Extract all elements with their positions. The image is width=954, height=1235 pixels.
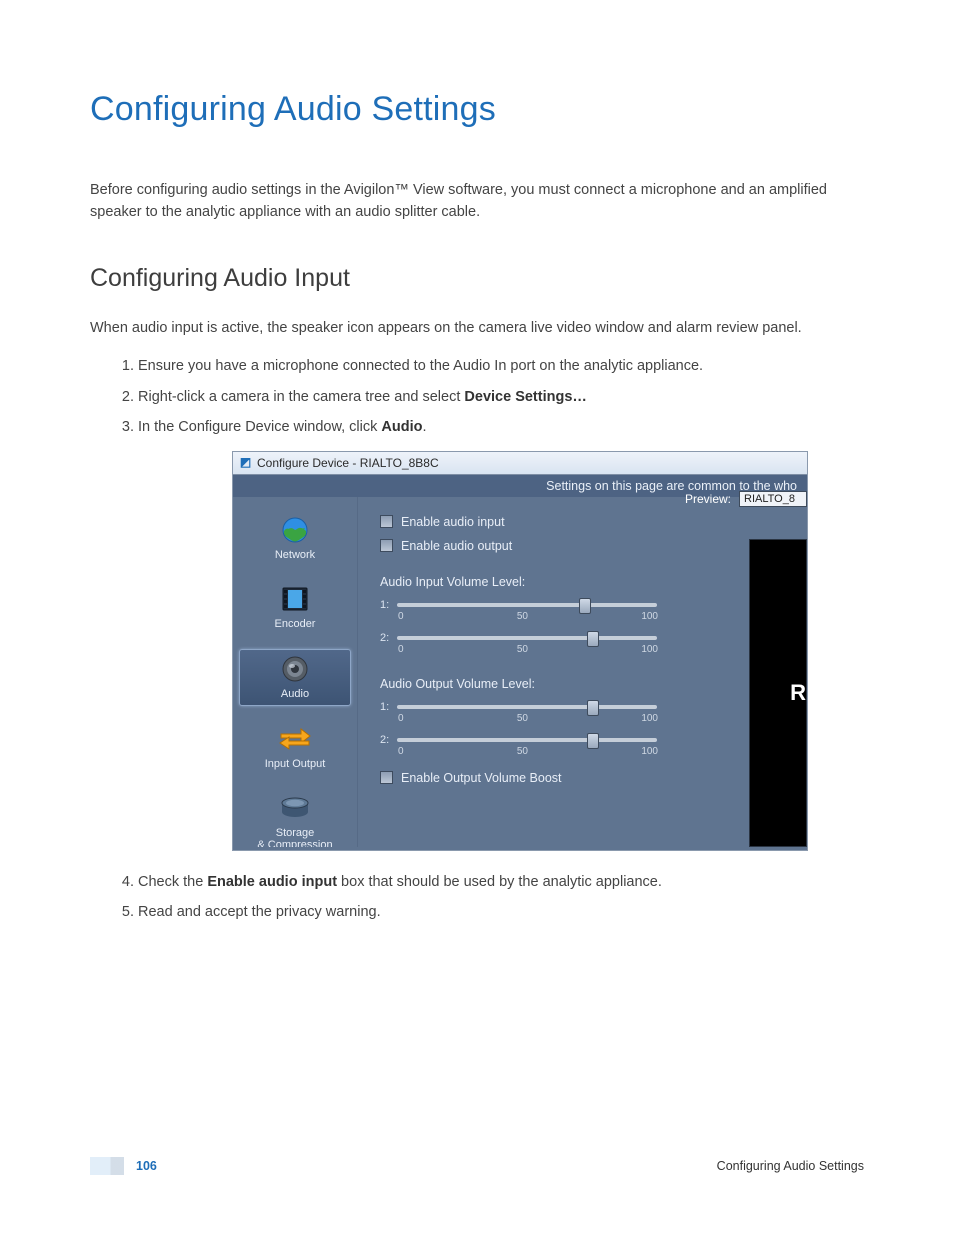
arrows-icon — [279, 723, 311, 755]
section-heading: Configuring Audio Input — [90, 264, 864, 293]
output-volume-slider-2[interactable] — [397, 738, 657, 742]
page-footer: 106 Configuring Audio Settings — [90, 1157, 864, 1175]
footer-ornament — [90, 1157, 124, 1175]
window-title: Configure Device - RIALTO_8B8C — [257, 456, 439, 470]
filmstrip-icon — [279, 583, 311, 615]
sidebar-item-encoder[interactable]: Encoder — [239, 580, 351, 635]
sidebar-item-input-output[interactable]: Input Output — [239, 720, 351, 775]
output-slider-2-label: 2: — [380, 734, 389, 746]
section-intro: When audio input is active, the speaker … — [90, 317, 864, 339]
slider-ticks: 050100 — [398, 611, 658, 622]
enable-boost-label: Enable Output Volume Boost — [401, 771, 562, 785]
sidebar-item-label: Network — [239, 549, 351, 561]
sidebar-item-label: Encoder — [239, 618, 351, 630]
input-volume-slider-2[interactable] — [397, 636, 657, 640]
slider-ticks: 050100 — [398, 746, 658, 757]
sidebar-item-label: Input Output — [239, 758, 351, 770]
input-slider-2-label: 2: — [380, 632, 389, 644]
slider-ticks: 050100 — [398, 644, 658, 655]
preview-dropdown[interactable]: RIALTO_8 — [739, 491, 807, 507]
window-titlebar: ◩ Configure Device - RIALTO_8B8C — [233, 452, 807, 475]
app-icon: ◩ — [239, 456, 252, 469]
slider-ticks: 050100 — [398, 713, 658, 724]
settings-sidebar: Network Encoder — [233, 497, 358, 847]
sidebar-item-storage[interactable]: Storage & Compression — [239, 789, 351, 847]
configure-device-window: ◩ Configure Device - RIALTO_8B8C Setting… — [232, 451, 808, 851]
output-volume-slider-1[interactable] — [397, 705, 657, 709]
sidebar-item-label: Storage & Compression — [239, 827, 351, 847]
input-slider-1-label: 1: — [380, 599, 389, 611]
enable-audio-input-checkbox[interactable] — [380, 515, 393, 528]
preview-video: R — [749, 539, 807, 847]
sidebar-item-network[interactable]: Network — [239, 511, 351, 566]
enable-audio-output-checkbox[interactable] — [380, 539, 393, 552]
preview-overlay-text: R — [790, 680, 806, 706]
page-title: Configuring Audio Settings — [90, 90, 864, 129]
enable-boost-checkbox[interactable] — [380, 771, 393, 784]
configure-device-screenshot: ◩ Configure Device - RIALTO_8B8C Setting… — [232, 451, 808, 851]
page-number: 106 — [136, 1159, 157, 1173]
output-slider-1-label: 1: — [380, 701, 389, 713]
step-5: Read and accept the privacy warning. — [138, 901, 864, 923]
sidebar-item-audio[interactable]: Audio — [239, 649, 351, 706]
disk-icon — [279, 792, 311, 824]
step-3: In the Configure Device window, click Au… — [138, 416, 864, 438]
step-2: Right-click a camera in the camera tree … — [138, 386, 864, 408]
step-4: Check the Enable audio input box that sh… — [138, 871, 864, 893]
sidebar-item-label: Audio — [240, 688, 350, 700]
enable-audio-output-label: Enable audio output — [401, 539, 512, 553]
output-volume-heading: Audio Output Volume Level: — [380, 677, 807, 691]
audio-settings-panel: Enable audio input Enable audio output A… — [358, 497, 807, 847]
step-1: Ensure you have a microphone connected t… — [138, 355, 864, 377]
speaker-icon — [279, 653, 311, 685]
preview-label: Preview: — [685, 492, 731, 506]
intro-text: Before configuring audio settings in the… — [90, 179, 864, 224]
enable-audio-input-label: Enable audio input — [401, 515, 505, 529]
footer-title: Configuring Audio Settings — [717, 1159, 864, 1173]
globe-icon — [279, 514, 311, 546]
input-volume-slider-1[interactable] — [397, 603, 657, 607]
input-volume-heading: Audio Input Volume Level: — [380, 575, 807, 589]
